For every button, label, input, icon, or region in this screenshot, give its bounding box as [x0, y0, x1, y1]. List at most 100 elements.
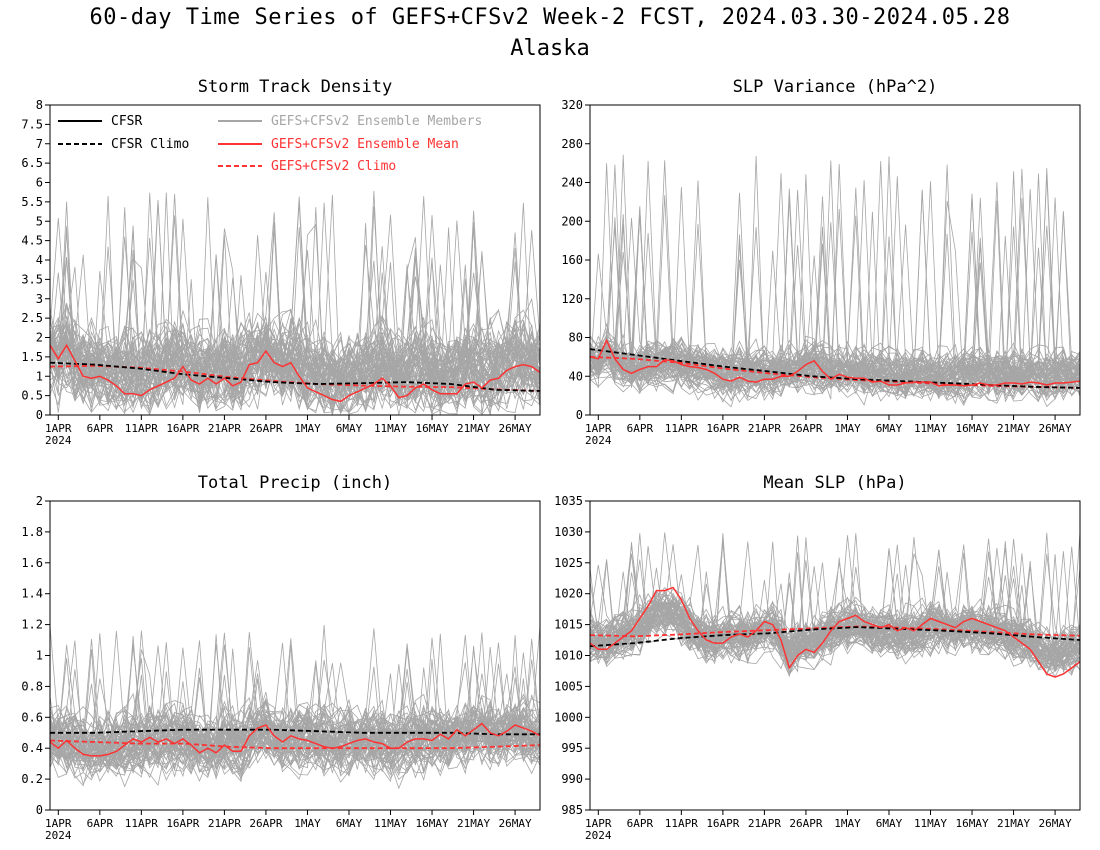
y-tick-label: 0.6	[21, 710, 43, 724]
y-tick-label: 0.2	[21, 772, 43, 786]
legend-members-label: GEFS+CFSv2 Ensemble Members	[271, 114, 482, 129]
plot-area	[50, 190, 540, 415]
x-tick-label: 26APR	[789, 422, 822, 435]
y-tick-label: 280	[561, 137, 583, 151]
y-tick-label: 1.8	[21, 525, 43, 539]
ensemble-member-line	[590, 551, 1080, 662]
ensemble-member-line	[590, 163, 1080, 408]
y-tick-label: 6.5	[21, 156, 43, 170]
x-tick-label: 6MAY	[876, 817, 903, 830]
x-tick-label: 21APR	[208, 422, 241, 435]
x-tick-label: 21MAY	[457, 422, 490, 435]
y-tick-label: 2	[36, 494, 43, 508]
x-tick-label: 26APR	[789, 817, 822, 830]
y-tick-label: 1.6	[21, 556, 43, 570]
y-tick-label: 1.2	[21, 618, 43, 632]
x-tick-label: 11APR	[665, 422, 698, 435]
y-tick-label: 1035	[554, 494, 583, 508]
x-tick-label: 21MAY	[457, 817, 490, 830]
y-tick-label: 990	[561, 772, 583, 786]
legend-mean-label: GEFS+CFSv2 Ensemble Mean	[271, 137, 459, 152]
x-tick-label: 11MAY	[914, 817, 947, 830]
y-tick-label: 995	[561, 741, 583, 755]
x-tick-label: 16APR	[166, 817, 199, 830]
y-tick-label: 240	[561, 176, 583, 190]
cfsr-climo-line	[590, 626, 1080, 648]
x-tick-label: 21APR	[748, 817, 781, 830]
x-tick-label: 6MAY	[336, 817, 363, 830]
x-tick-label: 21MAY	[997, 422, 1030, 435]
gefs-climo-line	[50, 739, 540, 750]
y-tick-label: 0.5	[21, 389, 43, 403]
x-tick-label: 6APR	[87, 817, 114, 830]
x-tick-label: 16MAY	[955, 422, 988, 435]
y-tick-label: 4.5	[21, 234, 43, 248]
y-tick-label: 1030	[554, 525, 583, 539]
ensemble-member-line	[590, 559, 1080, 664]
x-tick-label: 26MAY	[1039, 817, 1072, 830]
x-tick-label: 11APR	[665, 817, 698, 830]
y-tick-label: 1.4	[21, 587, 43, 601]
x-tick-label: 6APR	[627, 422, 654, 435]
x-tick-label: 26MAY	[499, 422, 532, 435]
plot-area	[590, 154, 1080, 408]
y-tick-label: 80	[569, 331, 583, 345]
x-tick-label: 21MAY	[997, 817, 1030, 830]
y-tick-label: 4	[36, 253, 43, 267]
y-tick-label: 1020	[554, 587, 583, 601]
ensemble-member-line	[50, 199, 540, 406]
ensemble-member-line	[50, 632, 540, 786]
chart-panel-3: Total Precip (inch) 0 0.2 0.4 0.6 0.8 1 1.2 1.4 1…	[21, 473, 541, 842]
ensemble-member-line	[590, 547, 1080, 671]
y-tick-label: 7.5	[21, 117, 43, 131]
x-tick-label: 11MAY	[374, 817, 407, 830]
x-tick-label: 16MAY	[415, 422, 448, 435]
y-tick-label: 1000	[554, 710, 583, 724]
y-tick-label: 3.5	[21, 272, 43, 286]
ensemble-member-line	[50, 649, 540, 787]
y-tick-label: 1015	[554, 618, 583, 632]
ensemble-member-line	[50, 254, 540, 413]
y-tick-label: 6	[36, 176, 43, 190]
x-tick-label: 1MAY	[834, 422, 861, 435]
y-tick-label: 160	[561, 253, 583, 267]
chart-panel-4: Mean SLP (hPa) 985 990 995 1000 1005 1010 1015 1…	[554, 473, 1081, 842]
ensemble-member-line	[50, 705, 540, 779]
x-tick-label: 1APR	[585, 422, 612, 435]
y-tick-label: 5	[36, 214, 43, 228]
ensemble-member-line	[50, 246, 540, 415]
gefs-climo-line	[590, 625, 1080, 638]
x-tick-label: 26APR	[249, 422, 282, 435]
legend: CFSR CFSR Climo GEFS+CFSv2 Ensemble Member…	[58, 114, 482, 174]
y-tick-label: 200	[561, 214, 583, 228]
ensemble-member-line	[50, 327, 540, 414]
y-tick-label: 985	[561, 803, 583, 817]
y-tick-label: 0.8	[21, 679, 43, 693]
y-tick-label: 5.5	[21, 195, 43, 209]
y-tick-label: 1	[36, 649, 43, 663]
ensemble-member-line	[590, 160, 1080, 404]
ensemble-member-line	[50, 638, 540, 780]
ensemble-member-line	[590, 603, 1080, 663]
x-tick-label: 26MAY	[1039, 422, 1072, 435]
y-tick-label: 2.5	[21, 311, 43, 325]
x-tick-label: 16APR	[166, 422, 199, 435]
ensemble-member-line	[590, 344, 1080, 405]
y-tick-label: 8	[36, 98, 43, 112]
legend-cfsr-label: CFSR	[111, 114, 142, 129]
x-tick-label: 6MAY	[876, 422, 903, 435]
x-tick-label: 16APR	[706, 422, 739, 435]
ensemble-member-line	[590, 251, 1080, 389]
x-tick-label: 11APR	[125, 817, 158, 830]
x-tick-label: 16MAY	[955, 817, 988, 830]
x-year-label: 2024	[45, 829, 72, 842]
ensemble-member-line	[50, 272, 540, 412]
x-tick-label: 11APR	[125, 422, 158, 435]
page-subtitle: Alaska	[510, 36, 590, 61]
ensemble-member-line	[590, 567, 1080, 676]
ensemble-mean-line	[50, 722, 540, 757]
x-year-label: 2024	[585, 434, 612, 447]
chart-panel-1: Storm Track Density 0 0.5 1 1.5 2 2.5 3 3.5 4 4.5 5…	[21, 77, 541, 447]
ensemble-member-line	[590, 532, 1080, 667]
